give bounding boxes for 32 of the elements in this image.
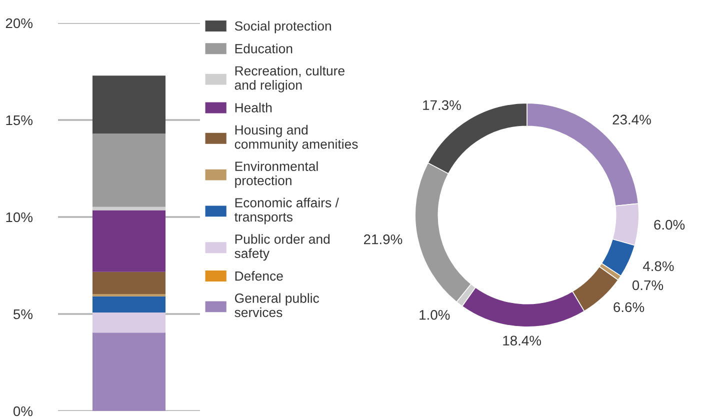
y-tick-label: 10% — [6, 212, 33, 222]
legend-label: Environmental protection — [235, 161, 318, 188]
data-label: 4.8% — [642, 261, 674, 272]
legend-label: Public order and safety — [234, 234, 330, 261]
data-label: 23.4% — [612, 114, 651, 125]
legend-label: Defence — [235, 271, 283, 281]
data-label: 18.4% — [503, 336, 542, 346]
legend-label: Economic affairs / transports — [234, 198, 339, 224]
bar — [92, 296, 166, 312]
bar — [92, 312, 166, 333]
y-tick-label: 15% — [6, 115, 33, 126]
legend-label: Recreation, culture and religion — [234, 66, 344, 92]
bar — [92, 134, 166, 207]
data-label: 6.0% — [654, 220, 685, 230]
y-tick-label: 20% — [6, 18, 33, 28]
data-label: 6.6% — [614, 302, 644, 312]
legend-label: Social protection — [234, 20, 331, 34]
data-label: 1.0% — [420, 310, 450, 320]
bar — [92, 206, 166, 210]
bar — [92, 332, 166, 411]
bar — [92, 76, 166, 134]
bar — [92, 210, 166, 272]
data-label: 17.3% — [423, 100, 461, 110]
y-tick-label: 0% — [13, 406, 33, 416]
legend-label: Education — [235, 44, 292, 54]
legend-label: General public services — [234, 293, 320, 318]
legend-label: Housing and community amenities — [234, 124, 358, 152]
data-label: 0.7% — [632, 280, 664, 290]
bar — [92, 272, 166, 294]
y-tick-label: 5% — [13, 309, 33, 320]
data-label: 21.9% — [364, 234, 402, 244]
legend-label: Health — [235, 102, 272, 112]
